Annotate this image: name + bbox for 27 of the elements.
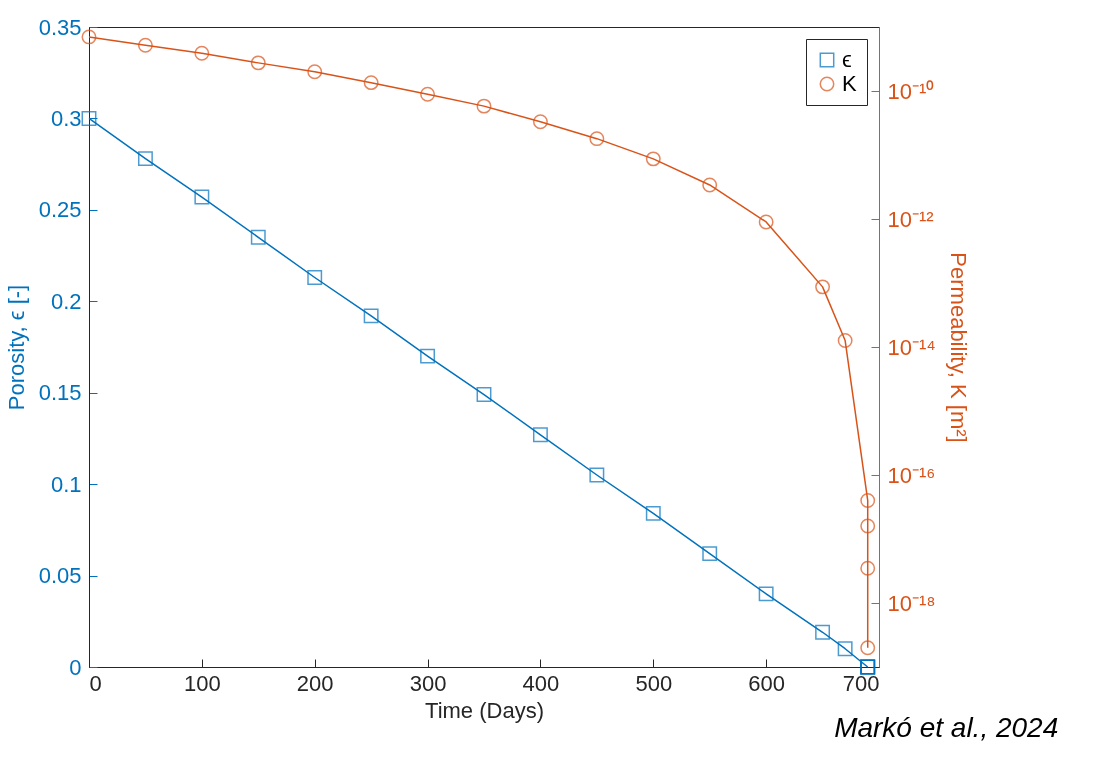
- y-tick-label: 0: [69, 654, 82, 680]
- x-tick-label: 500: [635, 670, 673, 696]
- y-tick-label: 0.05: [38, 563, 82, 589]
- y2-tick-label: 10⁻¹⁴: [887, 334, 936, 360]
- y-tick-label: 0.25: [38, 197, 82, 223]
- y2-tick-label: 10⁻¹⁰: [887, 78, 935, 104]
- x-tick-label: 0: [89, 670, 102, 696]
- x-tick-label: 600: [748, 670, 785, 696]
- y2-axis-title: Permeability, K [m²]: [945, 252, 971, 443]
- y-tick-label: 0.2: [50, 288, 82, 314]
- x-axis-title: Time (Days): [425, 697, 544, 723]
- x-tick-label: 400: [522, 670, 560, 696]
- x-tick-label: 200: [296, 670, 334, 696]
- y2-tick-label: 10⁻¹⁸: [887, 590, 936, 616]
- legend-label: K: [842, 71, 857, 96]
- y-tick-label: 0.3: [50, 105, 82, 131]
- y-tick-label: 0.35: [38, 14, 82, 40]
- x-tick-label: 300: [409, 670, 447, 696]
- x-tick-label: 700: [842, 670, 880, 696]
- y2-tick-label: 10⁻¹⁶: [887, 462, 936, 488]
- text: Markó et al., 2024: [834, 712, 1059, 743]
- y-tick-label: 0.15: [38, 380, 82, 406]
- x-tick-label: 100: [184, 670, 221, 696]
- y-axis-title: Porosity, ϵ [-]: [3, 284, 29, 411]
- legend-label: ϵ: [842, 47, 852, 72]
- y-tick-label: 0.1: [50, 471, 82, 497]
- y2-tick-label: 10⁻¹²: [887, 206, 934, 232]
